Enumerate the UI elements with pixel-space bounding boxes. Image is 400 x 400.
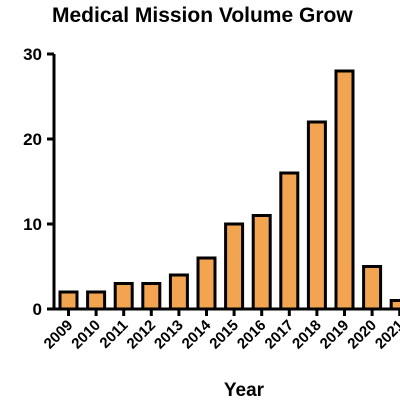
bar-2009 <box>58 290 79 311</box>
x-tick-label-2014: 2014 <box>179 316 215 352</box>
chart-title: Medical Mission Volume Grow <box>52 4 353 27</box>
bar-2016 <box>251 214 272 311</box>
bar-2020 <box>362 265 383 311</box>
x-tick-label-2015: 2015 <box>206 317 242 353</box>
x-tick-label-2013: 2013 <box>151 317 187 353</box>
x-ticks-group: 2009201020112012201320142015201620172018… <box>41 309 400 352</box>
y-tick-label: 30 <box>23 45 42 64</box>
y-ticks-group: 0 10 20 30 <box>23 45 54 319</box>
x-tick-label-2011: 2011 <box>96 317 131 352</box>
x-tick-label-2009: 2009 <box>41 317 77 353</box>
y-tick-label: 20 <box>23 130 42 149</box>
bar-2017 <box>279 171 300 311</box>
bar-2013 <box>168 273 189 311</box>
x-tick-label-2012: 2012 <box>124 317 160 353</box>
bars-group <box>58 69 400 311</box>
bar-2012 <box>141 282 162 311</box>
x-tick-label-2017: 2017 <box>262 317 298 353</box>
x-tick-label-2010: 2010 <box>68 317 104 353</box>
x-tick-label-2020: 2020 <box>344 317 380 353</box>
bar-2018 <box>306 120 327 311</box>
bar-2014 <box>196 256 217 311</box>
y-tick-label: 0 <box>33 300 42 319</box>
bar-2011 <box>113 282 134 311</box>
x-tick-label-2018: 2018 <box>289 317 325 353</box>
axes <box>52 54 400 311</box>
bar-2015 <box>224 222 245 311</box>
x-tick-label-2021: 2021 <box>372 317 400 353</box>
bar-2010 <box>86 290 107 311</box>
bar-2019 <box>334 69 355 311</box>
x-tick-label-2016: 2016 <box>234 317 270 353</box>
x-axis-title: Year <box>224 380 265 400</box>
y-tick-label: 10 <box>23 215 42 234</box>
x-tick-label-2019: 2019 <box>317 317 353 353</box>
